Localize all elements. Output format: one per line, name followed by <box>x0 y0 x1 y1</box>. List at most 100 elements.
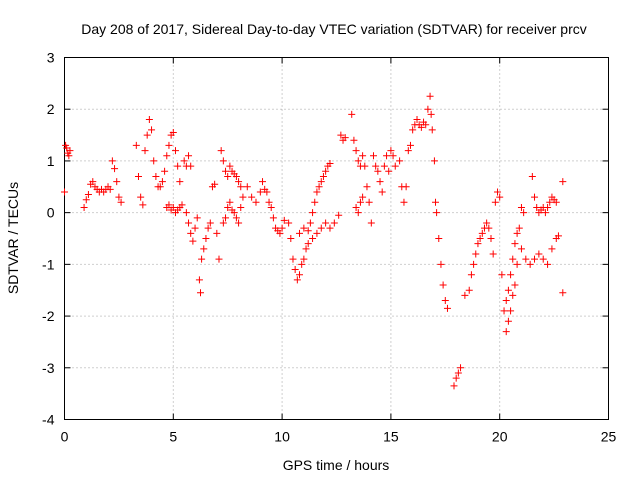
data-point <box>117 198 125 206</box>
data-point <box>113 178 121 186</box>
data-point <box>206 219 214 227</box>
data-point <box>546 198 554 206</box>
data-point <box>187 162 195 170</box>
data-point <box>61 188 68 196</box>
data-point <box>304 240 312 248</box>
data-point <box>531 193 539 201</box>
data-point <box>526 260 534 268</box>
axis-ticks <box>64 57 609 420</box>
data-point <box>365 198 373 206</box>
data-point <box>259 178 267 186</box>
data-point <box>267 203 275 211</box>
data-point <box>337 131 345 139</box>
data-point <box>317 224 325 232</box>
data-point <box>502 297 510 305</box>
data-point <box>489 250 497 258</box>
data-point <box>509 291 517 299</box>
data-point <box>426 92 434 100</box>
data-point <box>169 128 177 136</box>
data-point <box>352 203 360 211</box>
data-point <box>413 116 421 124</box>
data-point <box>280 216 288 224</box>
data-point <box>263 188 271 196</box>
data-point <box>304 227 312 235</box>
data-point <box>528 172 536 180</box>
data-point <box>148 126 156 134</box>
data-point <box>539 255 547 263</box>
data-point <box>487 235 495 242</box>
data-point <box>359 193 367 201</box>
data-point <box>276 229 284 237</box>
data-point <box>391 162 399 170</box>
data-point <box>200 245 208 253</box>
data-point <box>439 281 447 289</box>
data-point <box>300 255 308 263</box>
x-tick-labels: 0 5 10 15 20 25 <box>61 429 617 445</box>
data-point <box>309 209 317 217</box>
data-point <box>507 307 515 315</box>
data-point <box>511 281 519 289</box>
y-tick-label: 1 <box>47 153 55 169</box>
data-point <box>134 172 142 180</box>
data-point <box>400 198 408 206</box>
y-tick-label: 0 <box>47 205 55 221</box>
data-point <box>296 229 304 237</box>
data-point <box>185 219 193 227</box>
data-point <box>430 157 438 165</box>
data-point <box>452 374 460 382</box>
data-point <box>454 369 462 377</box>
data-point <box>544 203 552 211</box>
data-point <box>396 157 404 165</box>
data-point <box>311 198 319 206</box>
data-point <box>158 178 166 186</box>
data-point <box>483 219 491 227</box>
data-point <box>559 178 567 186</box>
data-point <box>559 289 567 297</box>
data-point <box>520 209 528 217</box>
data-point <box>226 162 234 170</box>
data-point <box>165 201 173 209</box>
data-point <box>383 152 391 160</box>
data-point <box>169 203 177 211</box>
data-point <box>224 203 232 211</box>
data-point <box>374 167 382 175</box>
data-point <box>224 172 232 180</box>
data-point <box>498 271 506 279</box>
data-point <box>291 266 299 274</box>
data-point <box>161 167 169 175</box>
data-point <box>504 286 512 294</box>
data-point <box>108 157 116 165</box>
data-point <box>467 271 475 279</box>
data-point <box>174 162 182 170</box>
data-point <box>494 188 502 196</box>
data-point <box>163 152 171 160</box>
data-point <box>239 193 247 201</box>
data-point <box>222 214 230 222</box>
data-point <box>406 141 414 149</box>
data-point <box>485 224 493 232</box>
y-tick-labels: -4 -3 -2 -1 0 1 2 3 <box>42 50 55 428</box>
data-point <box>356 198 364 206</box>
data-point <box>213 229 221 237</box>
data-point <box>235 219 243 227</box>
data-point <box>89 178 97 186</box>
data-point <box>191 224 199 232</box>
data-point <box>235 178 243 186</box>
data-point <box>387 147 395 155</box>
data-point <box>322 167 330 175</box>
data-point <box>180 157 188 165</box>
data-point <box>402 183 410 191</box>
data-point <box>193 214 201 222</box>
data-point <box>504 317 512 325</box>
data-point <box>137 193 145 201</box>
x-axis-label: GPS time / hours <box>283 457 390 473</box>
data-point <box>298 260 306 268</box>
data-point <box>215 255 223 263</box>
data-point <box>552 198 560 206</box>
x-tick-label: 5 <box>169 429 177 445</box>
data-point <box>237 203 245 211</box>
data-point <box>152 172 160 180</box>
y-tick-label: -1 <box>42 256 55 272</box>
data-point <box>269 214 277 222</box>
x-tick-label: 20 <box>492 429 508 445</box>
